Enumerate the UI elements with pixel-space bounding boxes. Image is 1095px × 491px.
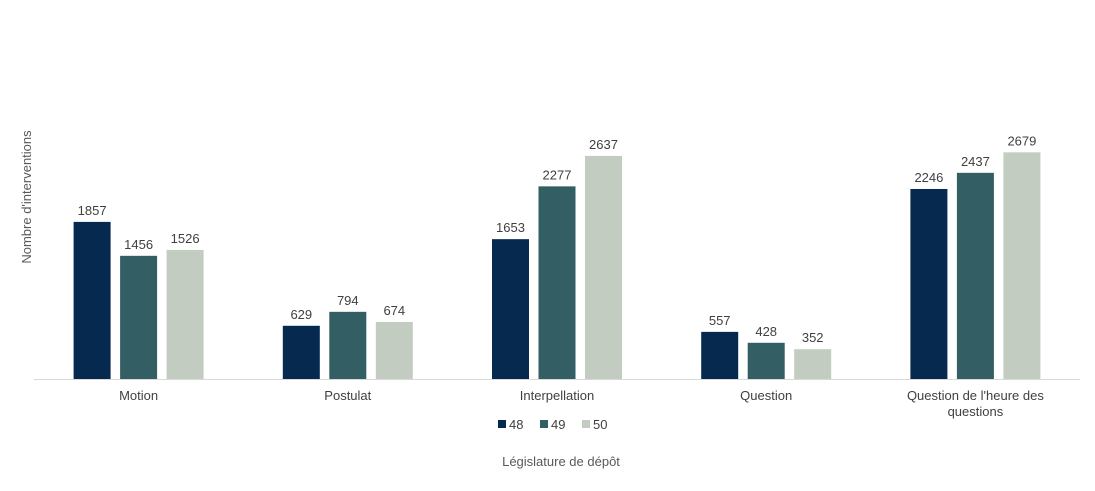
data-label-49-4: 2437 (961, 154, 990, 169)
bar-48-0 (73, 221, 111, 379)
bar-49-0 (120, 255, 158, 379)
bar-49-3 (747, 342, 785, 379)
legend-label-49: 49 (551, 417, 565, 432)
x-tick-labels: Motion Postulat Interpellation Question Ques… (119, 388, 1044, 419)
data-label-49-2: 2277 (543, 167, 572, 182)
bar-50-1 (375, 321, 413, 379)
data-label-50-1: 674 (383, 303, 405, 318)
x-tick-label-2: Interpellation (520, 388, 594, 403)
data-label-48-2: 1653 (496, 220, 525, 235)
data-label-49-0: 1456 (124, 237, 153, 252)
x-tick-label-4: Question de l'heure des questions (907, 388, 1044, 419)
data-label-49-3: 428 (755, 324, 777, 339)
x-axis-title: Législature de dépôt (502, 454, 620, 469)
data-label-50-0: 1526 (171, 231, 200, 246)
bar-49-1 (329, 311, 367, 379)
bar-49-4 (956, 172, 994, 379)
legend: 48 49 50 (498, 417, 607, 432)
data-label-48-0: 1857 (78, 203, 107, 218)
legend-label-50: 50 (593, 417, 607, 432)
data-label-48-1: 629 (290, 307, 312, 322)
bar-48-4 (910, 188, 948, 379)
bar-48-1 (282, 325, 320, 379)
legend-swatch-48 (498, 420, 506, 428)
bar-50-4 (1003, 152, 1041, 379)
bar-50-2 (585, 155, 622, 379)
bar-49-2 (538, 186, 576, 379)
data-label-48-3: 557 (709, 313, 731, 328)
data-label-48-4: 2246 (914, 170, 943, 185)
data-labels: 1857 1456 1526 629 794 674 1653 2277 2637 557 428 3… (78, 133, 1037, 345)
data-label-50-2: 2637 (589, 137, 618, 152)
x-tick-label-1: Postulat (324, 388, 371, 403)
bar-48-3 (701, 331, 739, 379)
data-label-49-1: 794 (337, 293, 359, 308)
bar-50-0 (166, 249, 204, 379)
legend-swatch-50 (582, 420, 590, 428)
bar-50-3 (794, 349, 832, 379)
data-label-50-4: 2679 (1007, 133, 1036, 148)
x-tick-label-0: Motion (119, 388, 158, 403)
legend-swatch-49 (540, 420, 548, 428)
data-label-50-3: 352 (802, 330, 824, 345)
x-tick-label-3: Question (740, 388, 792, 403)
bar-48-2 (492, 239, 529, 379)
legend-label-48: 48 (509, 417, 523, 432)
bars (73, 152, 1041, 379)
y-axis-title: Nombre d'interventions (19, 130, 34, 264)
